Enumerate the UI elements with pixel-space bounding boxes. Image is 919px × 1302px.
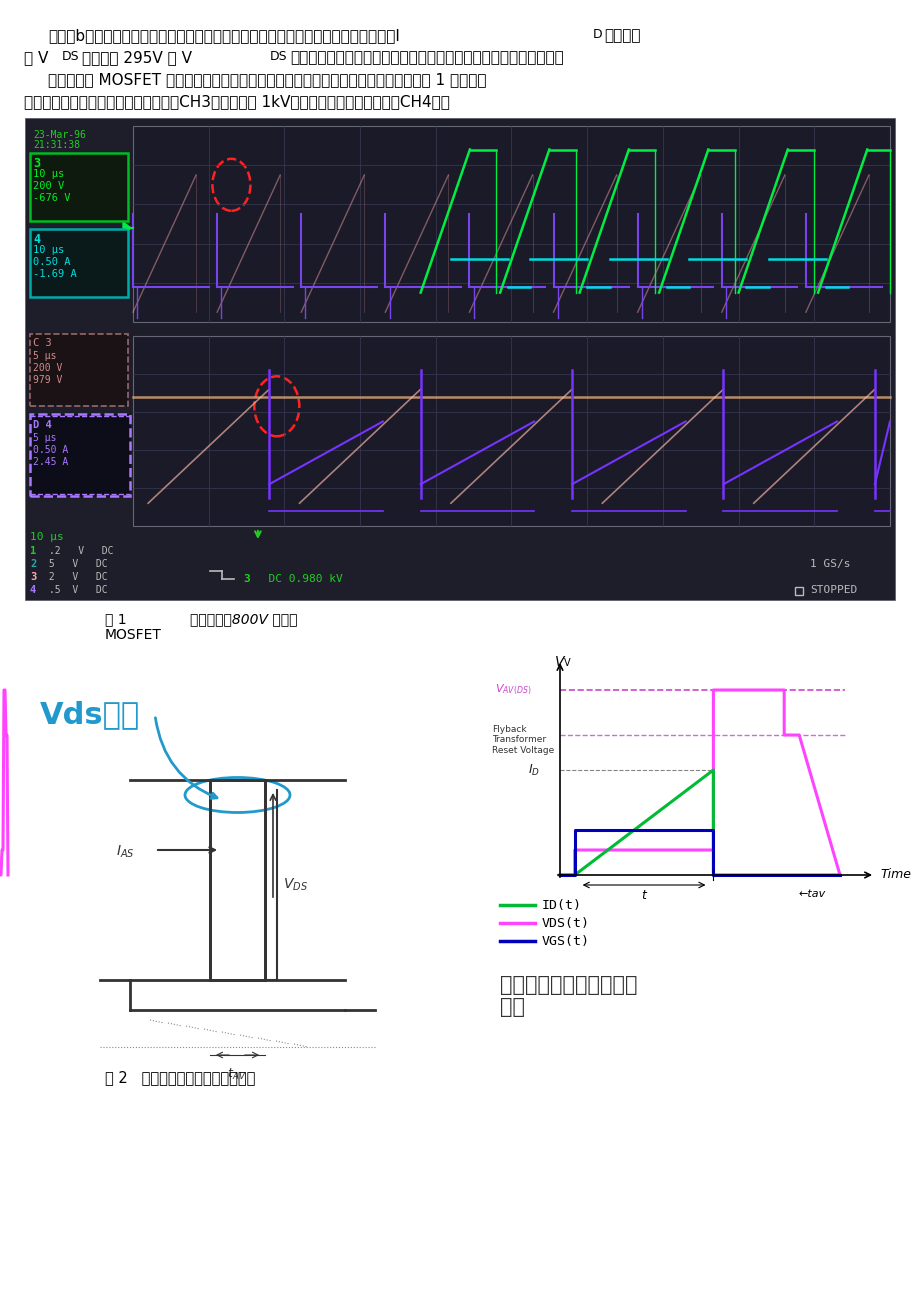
- Text: 上图（b）对时间轴进行了放大，由图可以清楚的看出由于栅极电压下降，管子截止，I: 上图（b）对时间轴进行了放大，由图可以清楚的看出由于栅极电压下降，管子截止，I: [48, 29, 400, 43]
- Text: 10 µs: 10 µs: [33, 245, 64, 255]
- Text: 1 GS/s: 1 GS/s: [809, 559, 849, 569]
- Bar: [30, 154, 128, 221]
- Text: 200 V: 200 V: [33, 363, 62, 372]
- Text: 21:31:38: 21:31:38: [33, 141, 80, 150]
- Text: MOSFET: MOSFET: [105, 628, 162, 642]
- Text: 减小的同: 减小的同: [604, 29, 640, 43]
- Text: 0.50 A: 0.50 A: [33, 256, 71, 267]
- Text: 器件击穿，800V 额定值: 器件击穿，800V 额定值: [190, 612, 297, 626]
- Bar: [794, 587, 802, 595]
- Text: 电压波形出现平顶（钳位）。这种电压被钳位的现象即是雪崩状态，: 电压波形出现平顶（钳位）。这种电压被钳位的现象即是雪崩状态，: [289, 49, 563, 65]
- Text: ID(t): ID(t): [541, 898, 582, 911]
- Text: 图 1: 图 1: [105, 612, 127, 626]
- Bar: [25, 118, 894, 600]
- Text: 关电源中典型的雪崩波形。源漏电压（CH3）被钳制在 1kV，并能看到经整流的电流（CH4）。: 关电源中典型的雪崩波形。源漏电压（CH3）被钳制在 1kV，并能看到经整流的电流…: [24, 94, 449, 109]
- Text: I$_{AS}$: I$_{AS}$: [116, 844, 135, 861]
- Text: 200 V: 200 V: [33, 181, 64, 191]
- Text: 2.45 A: 2.45 A: [33, 457, 68, 467]
- Text: V: V: [555, 655, 564, 669]
- Text: $V_{AV(DS)}$: $V_{AV(DS)}$: [494, 682, 531, 697]
- Text: 0.50 A: 0.50 A: [33, 445, 68, 454]
- Text: 反激变换器中典型的雪崩: 反激变换器中典型的雪崩: [499, 975, 637, 995]
- Text: 5   V   DC: 5 V DC: [43, 559, 108, 569]
- Text: 4: 4: [33, 233, 40, 246]
- Bar: [30, 414, 130, 496]
- Text: D: D: [593, 29, 602, 40]
- Bar: [30, 229, 128, 297]
- Text: DS: DS: [62, 49, 80, 62]
- Bar: [210, 780, 265, 980]
- Text: -1.69 A: -1.69 A: [33, 270, 76, 279]
- Text: Vds钳位: Vds钳位: [40, 700, 140, 729]
- Text: DC 0.980 kV: DC 0.980 kV: [255, 574, 343, 585]
- Text: 升高并在 295V 处 V: 升高并在 295V 处 V: [82, 49, 192, 65]
- Text: 2: 2: [30, 559, 36, 569]
- Bar: [30, 335, 128, 406]
- Text: D 4: D 4: [33, 421, 51, 430]
- Text: -676 V: -676 V: [33, 193, 71, 203]
- Text: 图 2   反激变换器中典型的雪崩情况: 图 2 反激变换器中典型的雪崩情况: [105, 1070, 255, 1085]
- Text: 3: 3: [30, 572, 36, 582]
- Text: 10 µs: 10 µs: [33, 169, 64, 178]
- Text: .2   V   DC: .2 V DC: [43, 546, 113, 556]
- Text: V$_{DS}$: V$_{DS}$: [283, 876, 308, 893]
- Text: 3: 3: [33, 158, 40, 171]
- Text: ←tav: ←tav: [798, 889, 825, 898]
- Text: 4: 4: [30, 585, 36, 595]
- Text: t$_{AV}$: t$_{AV}$: [227, 1068, 246, 1082]
- Text: DS: DS: [269, 49, 288, 62]
- Text: VDS(t): VDS(t): [541, 917, 589, 930]
- Text: 时 V: 时 V: [24, 49, 49, 65]
- Text: 5 µs: 5 µs: [33, 434, 56, 443]
- Text: .5  V   DC: .5 V DC: [43, 585, 108, 595]
- Text: 979 V: 979 V: [33, 375, 62, 385]
- Text: Time: Time: [879, 868, 910, 881]
- Text: 10 µs: 10 µs: [30, 533, 63, 542]
- Text: 所以当功率 MOSFET 发生雪崩时，漏源极电压幅值会被钳位至有效击穿电压的水平。图 1 所示为开: 所以当功率 MOSFET 发生雪崩时，漏源极电压幅值会被钳位至有效击穿电压的水平…: [48, 72, 486, 87]
- Text: C 3: C 3: [33, 339, 51, 348]
- Text: t: t: [641, 889, 646, 902]
- Text: STOPPED: STOPPED: [809, 585, 857, 595]
- Text: VGS(t): VGS(t): [541, 935, 589, 948]
- Bar: [133, 336, 889, 526]
- Text: 3: 3: [243, 574, 249, 585]
- Text: $I_D$: $I_D$: [528, 763, 539, 777]
- Text: V: V: [563, 658, 570, 668]
- Text: Flyback
Transformer
Reset Voltage: Flyback Transformer Reset Voltage: [492, 725, 553, 755]
- Text: 1: 1: [30, 546, 36, 556]
- Text: 23-Mar-96: 23-Mar-96: [33, 130, 85, 141]
- Text: 情况: 情况: [499, 997, 525, 1017]
- Text: 2   V   DC: 2 V DC: [43, 572, 108, 582]
- Polygon shape: [123, 223, 130, 234]
- Text: 5 µs: 5 µs: [33, 352, 56, 361]
- Bar: [133, 126, 889, 322]
